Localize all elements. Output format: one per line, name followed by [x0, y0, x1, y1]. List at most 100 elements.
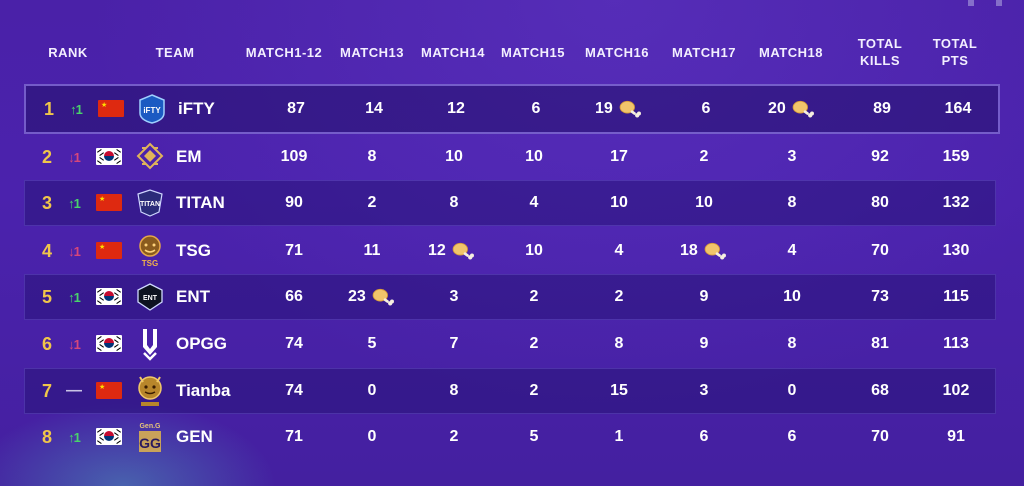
rank-number: 7: [41, 380, 52, 401]
rank-number: 2: [41, 146, 52, 167]
team-name: TITAN: [176, 193, 225, 212]
rank-number: 8: [41, 426, 52, 447]
score-cell-m16: 4: [589, 228, 649, 274]
score-value: 17: [610, 148, 628, 165]
table-row: 8 ↑1 Gen.G GG GEN 71 0 2 5 1 6 6 70 91: [24, 414, 996, 460]
score-cell-m17: 10: [676, 180, 732, 226]
score-value: 74: [285, 335, 303, 352]
score-cell-m16: 17: [589, 134, 649, 180]
svg-text:ENT: ENT: [143, 295, 158, 302]
score-value: 6: [699, 428, 709, 445]
score-value: 92: [871, 148, 889, 165]
trend-down-icon: ↓1: [68, 336, 81, 352]
score-cell-m1-12: 71: [259, 228, 329, 274]
table-row: 2 ↓1 EM 109 8 10 10 17 2 3 92 159: [24, 134, 996, 180]
score-value: 2: [614, 288, 624, 305]
score-value: 2: [529, 335, 539, 352]
team-logo-icon: Gen.G GG: [135, 419, 165, 455]
score-cell-m14: 10: [424, 134, 484, 180]
score-cell-pts: 132: [928, 180, 984, 226]
score-cell-kills: 80: [852, 180, 908, 226]
score-value: 4: [787, 242, 797, 259]
header-match15: MATCH15: [501, 44, 565, 60]
svg-text:iFTY: iFTY: [143, 106, 161, 115]
team-logo-icon: [135, 373, 165, 409]
score-cell-m17: 9: [676, 274, 732, 320]
team-name: ENT: [176, 287, 210, 306]
score-cell-m13: 23: [344, 274, 404, 320]
score-cell-kills: 89: [854, 86, 910, 132]
score-cell-m17: 6: [678, 86, 734, 132]
score-value: 70: [871, 242, 889, 259]
score-value: 3: [449, 288, 459, 305]
score-value: 6: [531, 100, 541, 117]
team-name: OPGG: [176, 334, 228, 353]
score-value: 0: [787, 382, 797, 399]
score-cell-m1-12: 90: [259, 180, 329, 226]
score-cell-m1-12: 71: [259, 414, 329, 460]
score-value: 1: [614, 428, 624, 445]
header-total-kills-line2: KILLS: [859, 53, 901, 68]
china-flag-icon: ★: [96, 194, 122, 211]
score-cell-m17: 18: [676, 228, 736, 274]
team-logo-icon: TSG: [135, 233, 165, 269]
score-value: 90: [285, 194, 303, 211]
table-row: 7 — ★ Tianba 74 0 8 2 15 3 0 68 102: [24, 368, 996, 414]
team-name: GEN: [176, 427, 213, 446]
score-cell-m17: 6: [676, 414, 732, 460]
score-cell-m16: 1: [589, 414, 649, 460]
score-value: 12: [428, 242, 446, 259]
header-total-pts-line1: TOTAL: [932, 36, 978, 51]
trend-down-icon: ↓1: [68, 149, 81, 165]
chicken-dinner-icon: [792, 100, 814, 118]
score-cell-m13: 8: [344, 134, 400, 180]
header-match16: MATCH16: [585, 44, 649, 60]
score-cell-m18: 10: [762, 274, 822, 320]
score-cell-m1-12: 74: [259, 321, 329, 367]
score-value: 18: [680, 242, 698, 259]
score-cell-m18: 8: [762, 321, 822, 367]
table-row: 4 ↓1 ★ TSG TSG 71 11 12 10 4 18 4 70 130: [24, 228, 996, 274]
team-logo-icon: [135, 139, 165, 175]
header-total-kills: TOTAL KILLS: [845, 30, 915, 74]
score-value: 10: [445, 148, 463, 165]
score-cell-m1-12: 66: [259, 274, 329, 320]
team-name: Tianba: [176, 381, 231, 400]
score-value: 70: [871, 428, 889, 445]
corner-marks: [968, 0, 1002, 6]
score-value: 9: [699, 335, 709, 352]
score-value: 81: [871, 335, 889, 352]
header-match1-12: MATCH1-12: [245, 44, 323, 60]
score-cell-m13: 0: [344, 414, 400, 460]
score-cell-pts: 159: [928, 134, 984, 180]
score-cell-m18: 3: [762, 134, 822, 180]
score-value: 10: [783, 288, 801, 305]
svg-text:TITAN: TITAN: [140, 201, 160, 208]
score-value: 102: [942, 382, 970, 399]
score-cell-m1-12: 109: [259, 134, 329, 180]
chicken-dinner-icon: [704, 242, 726, 260]
score-value: 23: [348, 288, 366, 305]
score-value: 14: [365, 100, 383, 117]
trend-up-icon: ↑1: [68, 289, 81, 305]
score-cell-m14: 12: [424, 228, 488, 274]
table-row: 5 ↑1 ENT ENT 66 23 3 2 2 9 10 73 115: [24, 274, 996, 320]
team-logo-icon: iFTY: [137, 91, 167, 127]
score-cell-m13: 5: [344, 321, 400, 367]
score-value: 3: [787, 148, 797, 165]
chicken-dinner-icon: [452, 242, 474, 260]
trend-flat-icon: —: [66, 382, 82, 399]
svg-text:GG: GG: [139, 435, 161, 451]
svg-text:TSG: TSG: [142, 259, 158, 268]
score-cell-m16: 19: [591, 86, 655, 132]
score-value: 89: [873, 100, 891, 117]
score-value: 8: [449, 194, 459, 211]
rank-number: 1: [43, 98, 54, 119]
score-cell-m16: 2: [589, 274, 649, 320]
score-cell-m13: 0: [344, 368, 400, 414]
score-cell-pts: 91: [928, 414, 984, 460]
score-value: 66: [285, 288, 303, 305]
table-row: 6 ↓1 OPGG 74 5 7 2 8 9 8 81 113: [24, 321, 996, 367]
score-value: 10: [610, 194, 628, 211]
score-value: 6: [701, 100, 711, 117]
